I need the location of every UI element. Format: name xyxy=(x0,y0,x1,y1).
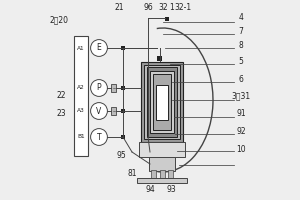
Text: 32-1: 32-1 xyxy=(174,2,192,11)
Bar xyxy=(111,84,116,92)
Text: 4: 4 xyxy=(238,12,243,21)
Circle shape xyxy=(91,40,107,56)
Circle shape xyxy=(91,80,107,96)
Text: 22: 22 xyxy=(56,92,66,100)
Text: V: V xyxy=(96,106,102,116)
Text: 6: 6 xyxy=(238,74,243,84)
Bar xyxy=(144,65,180,139)
Text: P: P xyxy=(97,83,101,92)
Text: 8: 8 xyxy=(238,40,243,49)
Text: 95: 95 xyxy=(116,150,126,160)
Text: 5: 5 xyxy=(238,56,243,66)
Text: 23: 23 xyxy=(56,110,66,118)
Bar xyxy=(150,71,174,133)
Bar xyxy=(121,135,125,139)
Bar xyxy=(111,107,116,115)
Bar xyxy=(121,86,125,90)
Bar xyxy=(141,62,183,142)
Circle shape xyxy=(91,103,107,119)
Bar xyxy=(157,56,162,61)
Text: A2: A2 xyxy=(77,85,85,90)
Bar xyxy=(121,109,125,113)
Text: 92: 92 xyxy=(236,127,246,136)
Bar xyxy=(149,157,175,171)
Bar xyxy=(156,84,168,119)
Bar xyxy=(168,170,173,178)
Bar xyxy=(151,170,156,178)
Bar xyxy=(160,170,164,178)
Bar xyxy=(137,178,187,183)
Bar xyxy=(121,46,125,50)
Text: 7: 7 xyxy=(238,26,243,36)
Text: 94: 94 xyxy=(145,184,155,194)
Text: 3、31: 3、31 xyxy=(231,92,250,100)
Text: 32: 32 xyxy=(158,2,168,11)
Text: 96: 96 xyxy=(143,2,153,11)
Text: 1: 1 xyxy=(169,2,174,11)
Text: 81: 81 xyxy=(127,168,137,178)
Text: 21: 21 xyxy=(114,2,124,11)
Bar xyxy=(147,67,177,137)
Text: B1: B1 xyxy=(77,134,85,140)
Text: 93: 93 xyxy=(166,184,176,194)
Text: 91: 91 xyxy=(236,108,246,117)
Bar xyxy=(74,36,88,156)
Circle shape xyxy=(91,129,107,145)
Bar xyxy=(153,74,171,130)
Text: 2、20: 2、20 xyxy=(50,16,68,24)
Text: A1: A1 xyxy=(77,46,85,50)
Text: T: T xyxy=(97,132,101,142)
Bar xyxy=(165,17,169,21)
Text: A3: A3 xyxy=(77,108,85,114)
Text: E: E xyxy=(97,44,101,52)
Text: 10: 10 xyxy=(236,144,246,154)
Bar xyxy=(139,142,185,157)
